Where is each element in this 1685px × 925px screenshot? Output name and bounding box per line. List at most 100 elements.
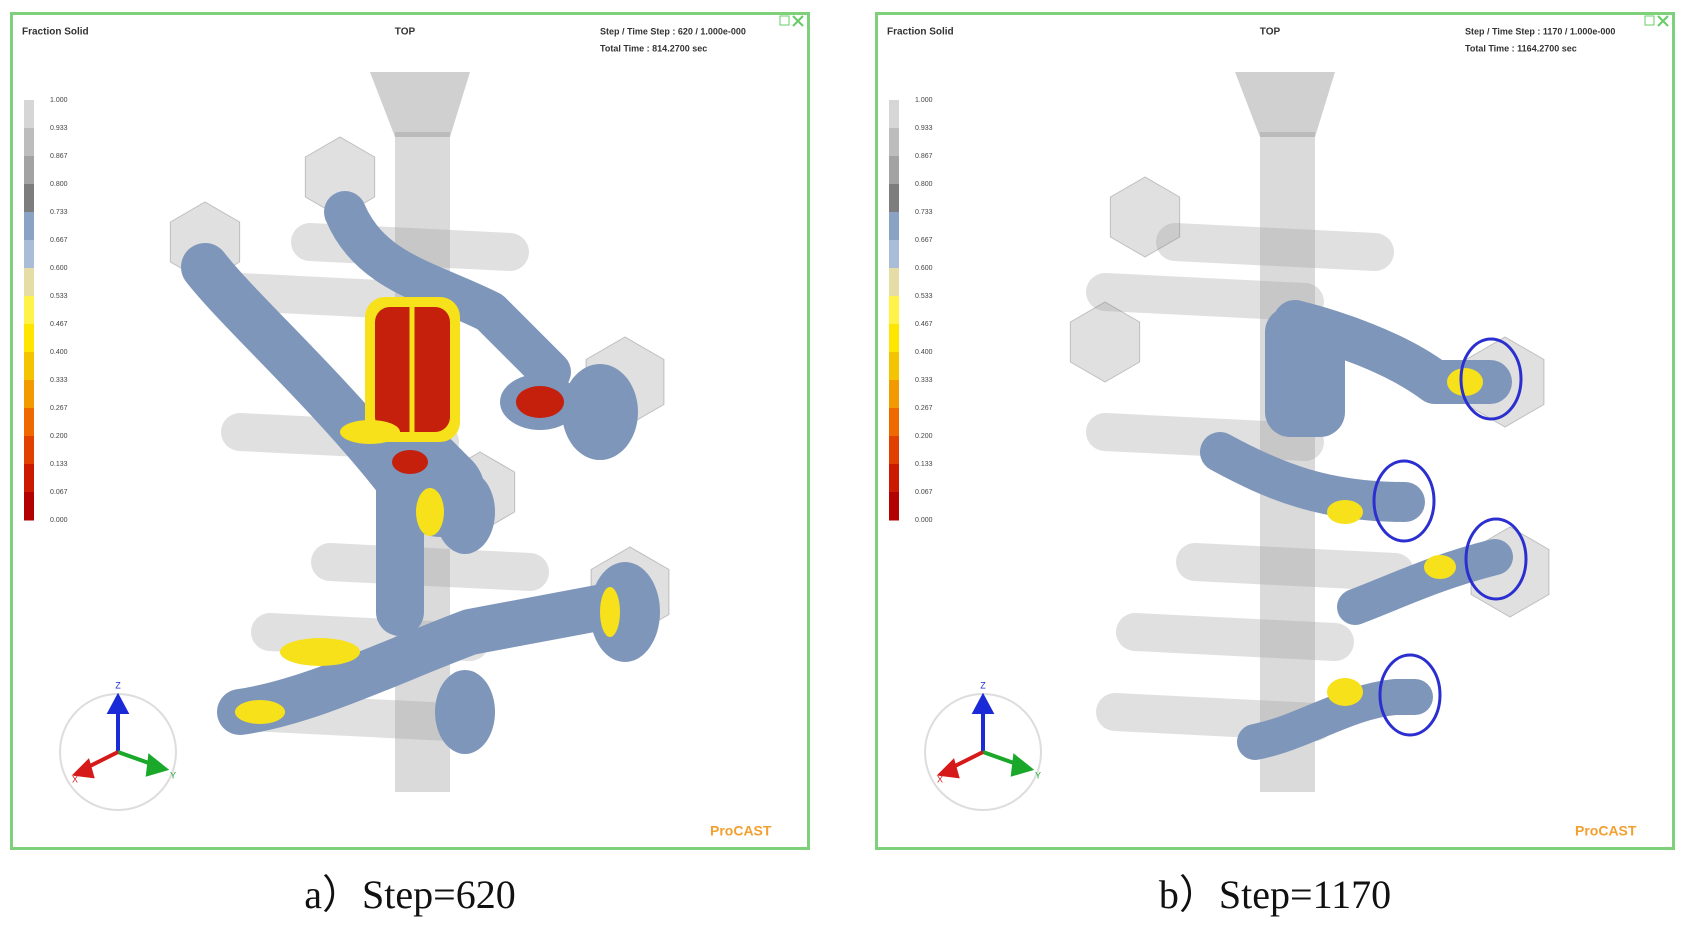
legend-label: 0.600 xyxy=(915,265,933,272)
panel-a: Fraction Solid TOP Step / Time Step : 620 … xyxy=(10,12,810,850)
viewer-b: Fraction Solid TOP Step / Time Step : 1170… xyxy=(875,12,1675,850)
legend-swatch xyxy=(24,352,34,381)
legend-swatch xyxy=(24,296,34,325)
axis-label: X xyxy=(72,774,78,784)
hot-spot xyxy=(340,420,400,444)
sprue-funnel xyxy=(370,72,470,137)
legend-label: 1.000 xyxy=(915,97,933,104)
legend-label: 0.400 xyxy=(915,349,933,356)
casting-arm xyxy=(1337,539,1513,625)
time-label: Total Time : 1164.2700 sec xyxy=(1465,43,1577,53)
legend-swatch xyxy=(889,436,899,465)
window-button xyxy=(779,15,790,26)
core-print xyxy=(1109,176,1181,258)
riser xyxy=(435,470,495,554)
legend-label: 0.733 xyxy=(915,209,933,216)
triad-z xyxy=(106,692,130,752)
legend-swatch xyxy=(24,184,34,213)
ghost-branch xyxy=(1176,543,1414,591)
legend-label: 0.067 xyxy=(50,489,68,496)
riser xyxy=(590,562,660,662)
viewer-a: Fraction Solid TOP Step / Time Step : 620 … xyxy=(10,12,810,850)
hot-spot xyxy=(235,700,285,724)
axis-label: Z xyxy=(980,680,986,690)
hot-spot xyxy=(280,638,360,666)
highlight-circle xyxy=(1372,459,1436,543)
legend-label: 0.600 xyxy=(50,265,68,272)
legend-label: 0.667 xyxy=(915,237,933,244)
hot-spot xyxy=(600,587,620,637)
legend-swatch xyxy=(24,156,34,185)
axis-label: Y xyxy=(1035,770,1041,780)
legend-swatch xyxy=(24,100,34,129)
casting-arm xyxy=(1200,432,1425,522)
triad-z xyxy=(971,692,995,752)
legend-label: 0.000 xyxy=(50,517,68,524)
legend-swatch xyxy=(24,464,34,493)
legend-label: 0.800 xyxy=(50,181,68,188)
step-label: Step / Time Step : 620 / 1.000e-000 xyxy=(600,26,746,36)
quantity-label: Fraction Solid xyxy=(887,27,954,38)
ghost-branch xyxy=(1156,223,1394,271)
step-label: Step / Time Step : 1170 / 1.000e-000 xyxy=(1465,26,1615,36)
legend-label: 0.333 xyxy=(915,377,933,384)
triad-x xyxy=(936,750,984,779)
highlight-circle xyxy=(1459,337,1523,421)
legend-label: 0.867 xyxy=(915,153,933,160)
legend-label: 0.333 xyxy=(50,377,68,384)
core-print xyxy=(1069,301,1141,383)
close-button xyxy=(1657,15,1669,27)
legend-swatch xyxy=(24,380,34,409)
solid-shell xyxy=(1265,307,1345,437)
legend-label: 0.133 xyxy=(50,461,68,468)
close-button xyxy=(792,15,804,27)
triad-x xyxy=(71,750,119,779)
caption: a）Step=620 xyxy=(304,872,516,917)
legend-swatch xyxy=(889,100,899,129)
window-button xyxy=(1644,15,1655,26)
legend-swatch xyxy=(889,492,899,521)
legend-swatch xyxy=(24,408,34,437)
ghost-branch xyxy=(311,543,549,591)
legend-label: 0.000 xyxy=(915,517,933,524)
legend-swatch xyxy=(889,128,899,157)
quantity-label: Fraction Solid xyxy=(22,27,89,38)
triad-y xyxy=(982,750,1035,777)
axis-label: Z xyxy=(115,680,121,690)
legend-swatch xyxy=(889,240,899,269)
view-label: TOP xyxy=(395,27,416,38)
legend-label: 0.133 xyxy=(915,461,933,468)
axis-label: Y xyxy=(170,770,176,780)
axis-label: X xyxy=(937,774,943,784)
time-label: Total Time : 814.2700 sec xyxy=(600,43,707,53)
legend-swatch xyxy=(24,492,34,521)
logo: ProCAST xyxy=(1575,823,1637,839)
legend-label: 0.467 xyxy=(915,321,933,328)
legend-label: 0.400 xyxy=(50,349,68,356)
hot-spot xyxy=(516,386,564,418)
legend-swatch xyxy=(24,268,34,297)
hot-spot xyxy=(1327,500,1363,524)
legend-label: 0.533 xyxy=(915,293,933,300)
legend-swatch xyxy=(24,436,34,465)
legend-swatch xyxy=(889,408,899,437)
legend-label: 0.200 xyxy=(50,433,68,440)
legend-swatch xyxy=(889,324,899,353)
panel-b: Fraction Solid TOP Step / Time Step : 1170… xyxy=(875,12,1675,850)
caption: b）Step=1170 xyxy=(1158,872,1392,917)
legend-label: 0.800 xyxy=(915,181,933,188)
logo: ProCAST xyxy=(710,823,772,839)
legend-swatch xyxy=(889,268,899,297)
view-label: TOP xyxy=(1260,27,1281,38)
casting-arm xyxy=(1237,679,1433,760)
legend-swatch xyxy=(889,464,899,493)
legend-label: 0.267 xyxy=(915,405,933,412)
legend-swatch xyxy=(889,352,899,381)
legend-swatch xyxy=(24,212,34,241)
legend-label: 0.933 xyxy=(915,125,933,132)
legend-swatch xyxy=(24,128,34,157)
legend-swatch xyxy=(24,240,34,269)
legend-label: 0.267 xyxy=(50,405,68,412)
hot-spot xyxy=(1447,368,1483,396)
